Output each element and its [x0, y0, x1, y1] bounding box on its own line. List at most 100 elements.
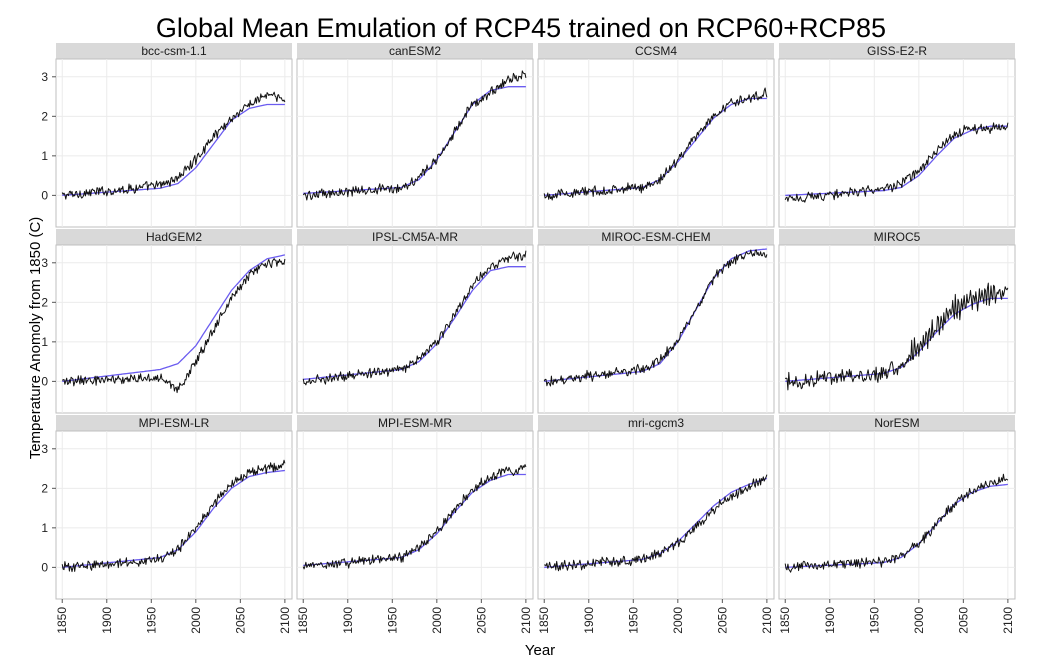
panel-label: HadGEM2: [146, 230, 202, 244]
series-line-model: [784, 282, 1009, 391]
x-tick-label: 2050: [956, 607, 970, 634]
panel-plot-area: [296, 430, 534, 600]
x-tick-label: 1950: [867, 607, 881, 634]
series-line-model: [61, 459, 286, 573]
y-tick-label: 3: [41, 256, 48, 270]
y-tick-label: 3: [41, 70, 48, 84]
panel-strip: [779, 229, 1015, 245]
panel-label: GISS-E2-R: [867, 44, 927, 58]
x-tick-label: 2100: [1001, 607, 1015, 634]
panel-label: MIROC5: [874, 230, 921, 244]
panel-label: NorESM: [874, 416, 919, 430]
y-tick-label: 1: [41, 149, 48, 163]
panel-plot-area: [778, 58, 1016, 228]
x-tick-label: 2050: [474, 607, 488, 634]
series-line-model: [784, 473, 1009, 573]
x-tick-label: 2050: [715, 607, 729, 634]
x-axis-title: Year: [525, 642, 555, 659]
panel-strip: [297, 43, 533, 59]
panel-plot-area: [778, 430, 1016, 600]
x-tick-label: 2100: [278, 607, 292, 634]
panel-IPSL-CM5A-MR: IPSL-CM5A-MR: [296, 229, 534, 414]
series-line-emulation: [62, 254, 286, 383]
panel-strip: [779, 43, 1015, 59]
x-tick-label: 2000: [671, 607, 685, 634]
series-line-model: [543, 87, 768, 201]
x-tick-label: 1900: [100, 607, 114, 634]
panel-plot-area: [537, 244, 775, 414]
series-line-model: [544, 474, 768, 572]
y-tick-label: 3: [41, 442, 48, 456]
x-tick-label: 1900: [341, 607, 355, 634]
series-line-model: [784, 122, 1009, 203]
panel-label: IPSL-CM5A-MR: [372, 230, 458, 244]
panel-label: MPI-ESM-LR: [139, 416, 210, 430]
x-tick-label: 2100: [760, 607, 774, 634]
y-tick-label: 2: [41, 109, 48, 123]
panel-mri-cgcm3: mri-cgcm3: [537, 415, 775, 600]
panel-strip: [538, 229, 774, 245]
panel-plot-area: [296, 58, 534, 228]
panel-strip: [297, 229, 533, 245]
panel-label: canESM2: [389, 44, 441, 58]
panel-label: bcc-csm-1.1: [141, 44, 207, 58]
panel-MPI-ESM-MR: MPI-ESM-MR: [296, 415, 534, 600]
panel-strip: [779, 415, 1015, 431]
y-tick-label: 2: [41, 481, 48, 495]
series-line-model: [302, 464, 527, 570]
panel-MIROC-ESM-CHEM: MIROC-ESM-CHEM: [537, 229, 775, 414]
x-tick-label: 2050: [233, 607, 247, 634]
x-tick-label: 2000: [912, 607, 926, 634]
y-tick-label: 2: [41, 295, 48, 309]
panel-strip: [56, 229, 292, 245]
panel-strip: [538, 415, 774, 431]
panel-strip: [56, 43, 292, 59]
x-tick-label: 1850: [537, 607, 551, 634]
panel-bcc-csm-1.1: bcc-csm-1.1: [55, 43, 293, 228]
y-axis-title: Temperature Anomoly from 1850 (C): [27, 217, 44, 460]
x-tick-label: 1950: [385, 607, 399, 634]
panel-CCSM4: CCSM4: [537, 43, 775, 228]
x-tick-label: 1950: [626, 607, 640, 634]
x-tick-label: 2000: [430, 607, 444, 634]
x-tick-label: 1900: [582, 607, 596, 634]
panel-plot-area: [537, 58, 775, 228]
y-tick-label: 1: [41, 521, 48, 535]
chart-title: Global Mean Emulation of RCP45 trained o…: [156, 13, 886, 43]
series-line-model: [543, 249, 768, 387]
y-tick-label: 0: [41, 560, 48, 574]
x-tick-label: 1850: [55, 607, 69, 634]
panel-label: mri-cgcm3: [628, 416, 684, 430]
panel-strip: [538, 43, 774, 59]
panel-label: MIROC-ESM-CHEM: [601, 230, 710, 244]
x-tick-label: 2000: [189, 607, 203, 634]
panel-plot-area: [55, 430, 293, 600]
panel-plot-area: [296, 244, 534, 414]
panel-canESM2: canESM2: [296, 43, 534, 228]
panel-plot-area: [778, 244, 1016, 414]
y-tick-label: 0: [41, 188, 48, 202]
x-tick-label: 1850: [778, 607, 792, 634]
panel-label: MPI-ESM-MR: [378, 416, 452, 430]
x-tick-label: 2100: [519, 607, 533, 634]
series-line-model: [61, 91, 286, 200]
panel-GISS-E2-R: GISS-E2-R: [778, 43, 1016, 228]
y-tick-label: 0: [41, 374, 48, 388]
series-line-model: [302, 70, 527, 201]
series-line-model: [302, 250, 527, 386]
x-tick-label: 1850: [296, 607, 310, 634]
panel-plot-area: [55, 58, 293, 228]
x-tick-label: 1950: [144, 607, 158, 634]
panel-MPI-ESM-LR: MPI-ESM-LR: [55, 415, 293, 600]
panel-HadGEM2: HadGEM2: [55, 229, 293, 414]
panel-plot-area: [537, 430, 775, 600]
series-line-model: [61, 258, 286, 394]
panel-NorESM: NorESM: [778, 415, 1016, 600]
x-tick-label: 1900: [823, 607, 837, 634]
panel-MIROC5: MIROC5: [778, 229, 1016, 414]
series-line-emulation: [303, 473, 526, 567]
panel-strip: [297, 415, 533, 431]
panel-label: CCSM4: [635, 44, 677, 58]
y-tick-label: 1: [41, 335, 48, 349]
